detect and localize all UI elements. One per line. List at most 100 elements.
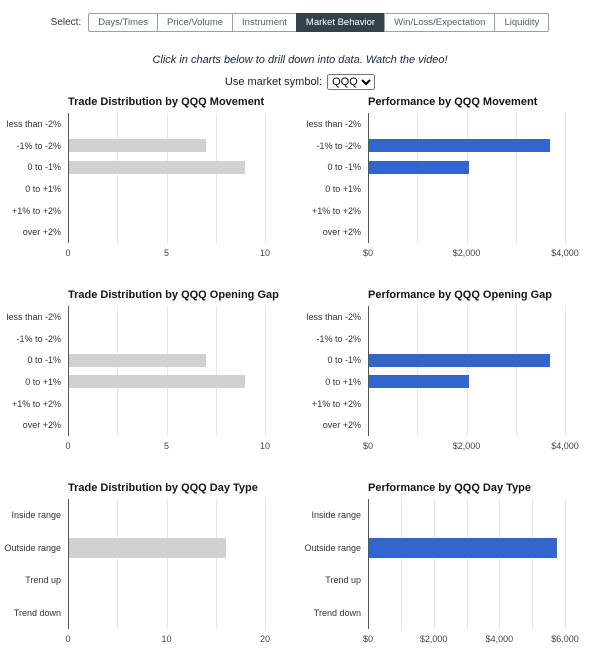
gridline: [117, 113, 119, 243]
category-label: +1% to +2%: [311, 398, 361, 409]
x-tick: 10: [161, 634, 172, 644]
bar-0-to-1[interactable]: [68, 375, 246, 389]
category-label: -1% to -2%: [16, 333, 61, 344]
category-label: Inside range: [311, 510, 361, 521]
category-label: over +2%: [22, 420, 61, 431]
bar-1-to-2[interactable]: [368, 139, 551, 152]
category-label: less than -2%: [6, 118, 61, 129]
x-axis: 0 10 20: [65, 629, 270, 647]
bar-outside-range[interactable]: [68, 538, 226, 558]
x-axis: $0 $2,000 $4,000 $6,000: [363, 629, 579, 647]
gridline: [466, 306, 468, 436]
category-rows: less than -2% -1% to -2% 0 to -1% 0 to +1% +…: [306, 113, 565, 243]
chart-trade-distribution-by-qqq-opening-gap[interactable]: Trade Distribution by QQQ Opening Gap les…: [0, 288, 300, 454]
chart-row: 0 to -1%: [327, 349, 565, 371]
gridline: [117, 306, 119, 436]
drill-down-hint: Click in charts below to drill down into…: [152, 54, 448, 66]
plot-area: Inside range Outside range Trend up Trend d…: [4, 499, 266, 630]
x-tick: $0: [362, 634, 374, 644]
x-tick: $0: [362, 248, 374, 258]
chart-row: less than -2%: [306, 306, 565, 328]
axis-baseline: [368, 306, 369, 436]
bar-outside-range[interactable]: [368, 538, 557, 558]
category-label: Trend up: [25, 575, 61, 586]
chart-row: over +2%: [23, 414, 265, 436]
gridline: [515, 113, 517, 243]
bar-0-to-1[interactable]: [68, 353, 206, 367]
plot-area: less than -2% -1% to -2% 0 to -1% 0 to +1% +…: [6, 306, 266, 436]
gridline: [499, 499, 501, 629]
bar-0-to-1[interactable]: [68, 160, 246, 174]
category-label: over +2%: [322, 420, 361, 431]
category-label: +1% to +2%: [11, 398, 61, 409]
chart-row: Trend down: [14, 597, 265, 630]
chart-row: Trend down: [314, 597, 565, 630]
symbol-row: Use market symbol: QQQ: [0, 74, 600, 90]
x-axis: $0 $2,000 $4,000: [363, 436, 579, 454]
plot-area: less than -2% -1% to -2% 0 to -1% 0 to +1% +…: [306, 306, 566, 436]
chart-row: over +2%: [23, 221, 265, 243]
axis-baseline: [368, 499, 369, 629]
axis-baseline: [68, 113, 69, 243]
bar-1-to-2[interactable]: [68, 139, 206, 152]
gridline: [417, 113, 419, 243]
x-axis: 0 5 10: [65, 436, 270, 454]
tab-days-times[interactable]: Days/Times: [88, 13, 159, 32]
chart-row: -1% to -2%: [316, 135, 565, 157]
chart-row: +1% to +2%: [12, 393, 265, 415]
chart-trade-distribution-by-qqq-day-type[interactable]: Trade Distribution by QQQ Day Type Inside…: [0, 481, 300, 647]
chart-row: over +2%: [323, 221, 565, 243]
tab-instrument[interactable]: Instrument: [232, 13, 297, 32]
x-axis: 0 5 10: [65, 243, 270, 261]
tab-price-volume[interactable]: Price/Volume: [157, 13, 234, 32]
category-label: over +2%: [22, 227, 61, 238]
gridline: [417, 306, 419, 436]
gridline: [565, 499, 566, 629]
gridline: [215, 499, 217, 629]
chart-performance-by-qqq-movement[interactable]: Performance by QQQ Movement less than -2%…: [300, 95, 600, 261]
gridline: [532, 499, 534, 629]
category-rows: less than -2% -1% to -2% 0 to -1% 0 to +1% +…: [6, 306, 265, 436]
category-label: 0 to -1%: [27, 355, 61, 366]
bar-0-to-1[interactable]: [368, 375, 469, 389]
plot-area: less than -2% -1% to -2% 0 to -1% 0 to +1% +…: [306, 113, 566, 243]
category-label: 0 to +1%: [325, 183, 361, 194]
x-tick: 20: [259, 634, 271, 644]
category-label: 0 to -1%: [327, 355, 361, 366]
tab-liquidity[interactable]: Liquidity: [494, 13, 550, 32]
chart-row: less than -2%: [306, 113, 565, 135]
x-tick: 5: [163, 248, 170, 258]
tab-group: Days/Times Price/Volume Instrument Market B…: [88, 13, 550, 32]
x-tick: $4,000: [485, 634, 514, 644]
category-label: less than -2%: [306, 311, 361, 322]
chart-row: less than -2%: [6, 113, 265, 135]
chart-row: Outside range: [4, 532, 265, 565]
bar-0-to-1[interactable]: [368, 160, 469, 174]
chart-performance-by-qqq-opening-gap[interactable]: Performance by QQQ Opening Gap less than …: [300, 288, 600, 454]
chart-performance-by-qqq-day-type[interactable]: Performance by QQQ Day Type Inside range O…: [300, 481, 600, 647]
category-rows: less than -2% -1% to -2% 0 to -1% 0 to +1% +…: [6, 113, 265, 243]
tab-win-loss-expectation[interactable]: Win/Loss/Expectation: [384, 13, 496, 32]
plot-area: Inside range Outside range Trend up Trend d…: [304, 499, 566, 630]
chart-title: Trade Distribution by QQQ Movement: [68, 96, 265, 108]
chart-row: 0 to -1%: [27, 349, 265, 371]
market-symbol-select[interactable]: QQQ: [327, 74, 376, 90]
gridline: [466, 113, 468, 243]
chart-row: -1% to -2%: [316, 328, 565, 350]
chart-row: Trend up: [325, 564, 565, 597]
x-tick: $6,000: [551, 634, 579, 644]
bar-0-to-1[interactable]: [368, 353, 551, 367]
chart-row: over +2%: [323, 414, 565, 436]
tab-market-behavior[interactable]: Market Behavior: [295, 13, 386, 32]
chart-trade-distribution-by-qqq-movement[interactable]: Trade Distribution by QQQ Movement less t…: [0, 95, 300, 261]
category-rows: Inside range Outside range Trend up Trend d…: [304, 499, 565, 630]
axis-baseline: [368, 113, 369, 243]
category-rows: Inside range Outside range Trend up Trend d…: [4, 499, 265, 630]
chart-row: Inside range: [311, 499, 565, 532]
chart-title: Performance by QQQ Opening Gap: [368, 289, 552, 301]
chart-row: -1% to -2%: [16, 328, 265, 350]
gridline: [166, 113, 168, 243]
axis-baseline: [68, 306, 69, 436]
gridline: [166, 499, 168, 629]
x-tick: $2,000: [452, 441, 481, 451]
